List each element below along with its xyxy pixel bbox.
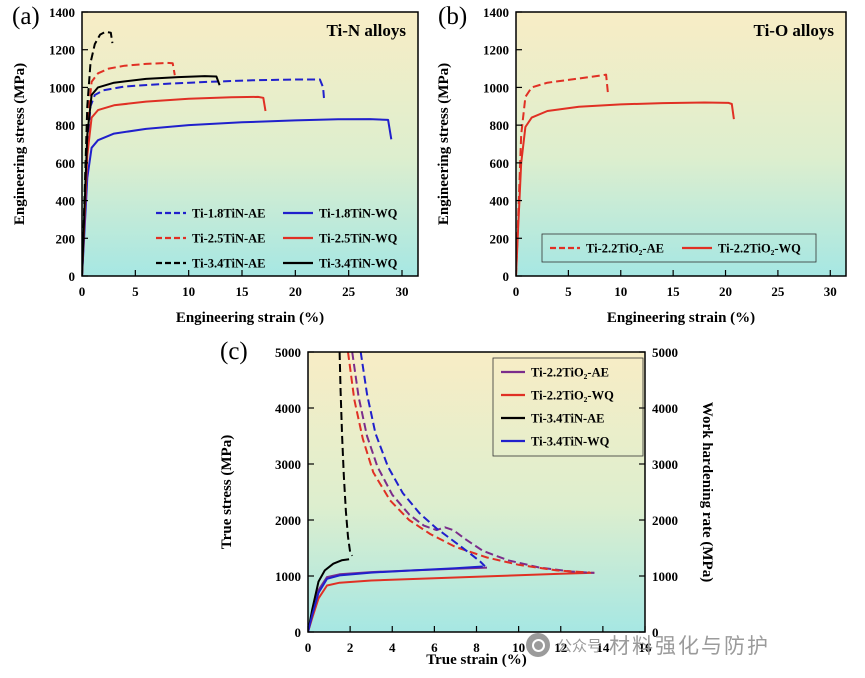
svg-text:1400: 1400 — [49, 5, 75, 20]
svg-text:200: 200 — [56, 231, 76, 246]
panel-label-b: (b) — [438, 3, 468, 30]
svg-text:25: 25 — [342, 284, 356, 299]
svg-text:Ti-2.2TiO₂-WQ: Ti-2.2TiO₂-WQ — [718, 242, 801, 256]
svg-text:Ti-3.4TiN-WQ: Ti-3.4TiN-WQ — [319, 257, 398, 271]
camera-lens-shape — [531, 638, 545, 652]
svg-text:0: 0 — [295, 625, 302, 640]
svg-text:20: 20 — [719, 284, 732, 299]
panel-label-a: (a) — [12, 3, 40, 30]
svg-text:15: 15 — [236, 284, 250, 299]
svg-text:30: 30 — [824, 284, 837, 299]
svg-text:10: 10 — [614, 284, 627, 299]
svg-text:Ti-2.5TiN-WQ: Ti-2.5TiN-WQ — [319, 232, 398, 246]
svg-text:1200: 1200 — [49, 43, 75, 58]
svg-text:Ti-N alloys: Ti-N alloys — [326, 21, 406, 40]
svg-text:Engineering stress (MPa): Engineering stress (MPa) — [12, 63, 28, 225]
svg-text:12: 12 — [554, 640, 567, 655]
svg-text:Work hardening rate (MPa): Work hardening rate (MPa) — [699, 402, 713, 582]
svg-text:0: 0 — [79, 284, 86, 299]
svg-text:Ti-2.5TiN-AE: Ti-2.5TiN-AE — [192, 232, 266, 246]
svg-text:14: 14 — [596, 640, 610, 655]
svg-text:4000: 4000 — [652, 401, 678, 416]
svg-text:0: 0 — [503, 269, 510, 284]
svg-text:10: 10 — [512, 640, 525, 655]
watermark-account-name: 材料强化与防护 — [609, 634, 771, 658]
svg-text:30: 30 — [396, 284, 409, 299]
svg-text:1400: 1400 — [483, 5, 509, 20]
svg-text:600: 600 — [490, 156, 510, 171]
svg-text:2000: 2000 — [652, 513, 678, 528]
chart-ti-o-engineering-stress-strain: 0 5 10 15 20 25 30 0 200 400 600 800 1000 1200 1400 Eng… — [436, 5, 847, 326]
svg-text:1200: 1200 — [483, 43, 509, 58]
svg-text:Engineering stress (MPa): Engineering stress (MPa) — [436, 63, 452, 225]
svg-text:1000: 1000 — [49, 80, 75, 95]
svg-text:Ti-2.2TiO₂-AE: Ti-2.2TiO₂-AE — [531, 366, 609, 380]
svg-text:600: 600 — [56, 156, 76, 171]
svg-text:16: 16 — [639, 640, 653, 655]
svg-text:True stress (MPa): True stress (MPa) — [219, 435, 235, 549]
panel-label-c: (c) — [220, 338, 248, 365]
svg-text:0: 0 — [69, 269, 76, 284]
svg-text:25: 25 — [771, 284, 785, 299]
svg-text:1000: 1000 — [652, 569, 678, 584]
svg-text:Ti-1.8TiN-WQ: Ti-1.8TiN-WQ — [319, 207, 398, 221]
svg-text:200: 200 — [490, 231, 510, 246]
svg-text:4: 4 — [389, 640, 396, 655]
svg-text:20: 20 — [289, 284, 302, 299]
svg-text:5: 5 — [132, 284, 139, 299]
svg-text:15: 15 — [667, 284, 681, 299]
svg-text:400: 400 — [490, 194, 510, 209]
svg-text:Ti-2.2TiO₂-AE: Ti-2.2TiO₂-AE — [586, 242, 664, 256]
svg-text:Ti-3.4TiN-AE: Ti-3.4TiN-AE — [531, 412, 605, 426]
svg-text:800: 800 — [490, 118, 510, 133]
svg-text:8: 8 — [473, 640, 480, 655]
svg-text:0: 0 — [305, 640, 312, 655]
svg-text:Engineering strain (%): Engineering strain (%) — [607, 310, 755, 326]
svg-text:1000: 1000 — [275, 569, 301, 584]
svg-text:0: 0 — [652, 625, 659, 640]
watermark-platform-label: 公众号 — [557, 636, 603, 655]
chart-ti-n-engineering-stress-strain: 0 5 10 15 20 25 30 0 200 400 600 800 1000 1200 1400 Eng… — [12, 5, 419, 326]
svg-text:400: 400 — [56, 194, 76, 209]
svg-text:5000: 5000 — [652, 345, 678, 360]
svg-text:3000: 3000 — [275, 457, 301, 472]
camera-logo-icon — [526, 633, 550, 657]
svg-text:3000: 3000 — [652, 457, 678, 472]
svg-text:5: 5 — [565, 284, 572, 299]
svg-text:2000: 2000 — [275, 513, 301, 528]
svg-text:4000: 4000 — [275, 401, 301, 416]
svg-text:2: 2 — [347, 640, 354, 655]
svg-text:Ti-2.2TiO₂-WQ: Ti-2.2TiO₂-WQ — [531, 389, 614, 403]
svg-text:Ti-3.4TiN-WQ: Ti-3.4TiN-WQ — [531, 435, 610, 449]
svg-text:Engineering strain (%): Engineering strain (%) — [176, 310, 324, 326]
svg-text:10: 10 — [182, 284, 195, 299]
svg-text:5000: 5000 — [275, 345, 301, 360]
svg-text:800: 800 — [56, 118, 76, 133]
svg-text:Ti-1.8TiN-AE: Ti-1.8TiN-AE — [192, 207, 266, 221]
watermark: 公众号 材料强化与防护 — [526, 630, 770, 660]
svg-text:6: 6 — [431, 640, 438, 655]
svg-text:1000: 1000 — [483, 80, 509, 95]
svg-text:Ti-O alloys: Ti-O alloys — [754, 21, 835, 40]
svg-text:True strain (%): True strain (%) — [426, 652, 527, 668]
svg-text:Ti-3.4TiN-AE: Ti-3.4TiN-AE — [192, 257, 266, 271]
svg-text:0: 0 — [513, 284, 520, 299]
